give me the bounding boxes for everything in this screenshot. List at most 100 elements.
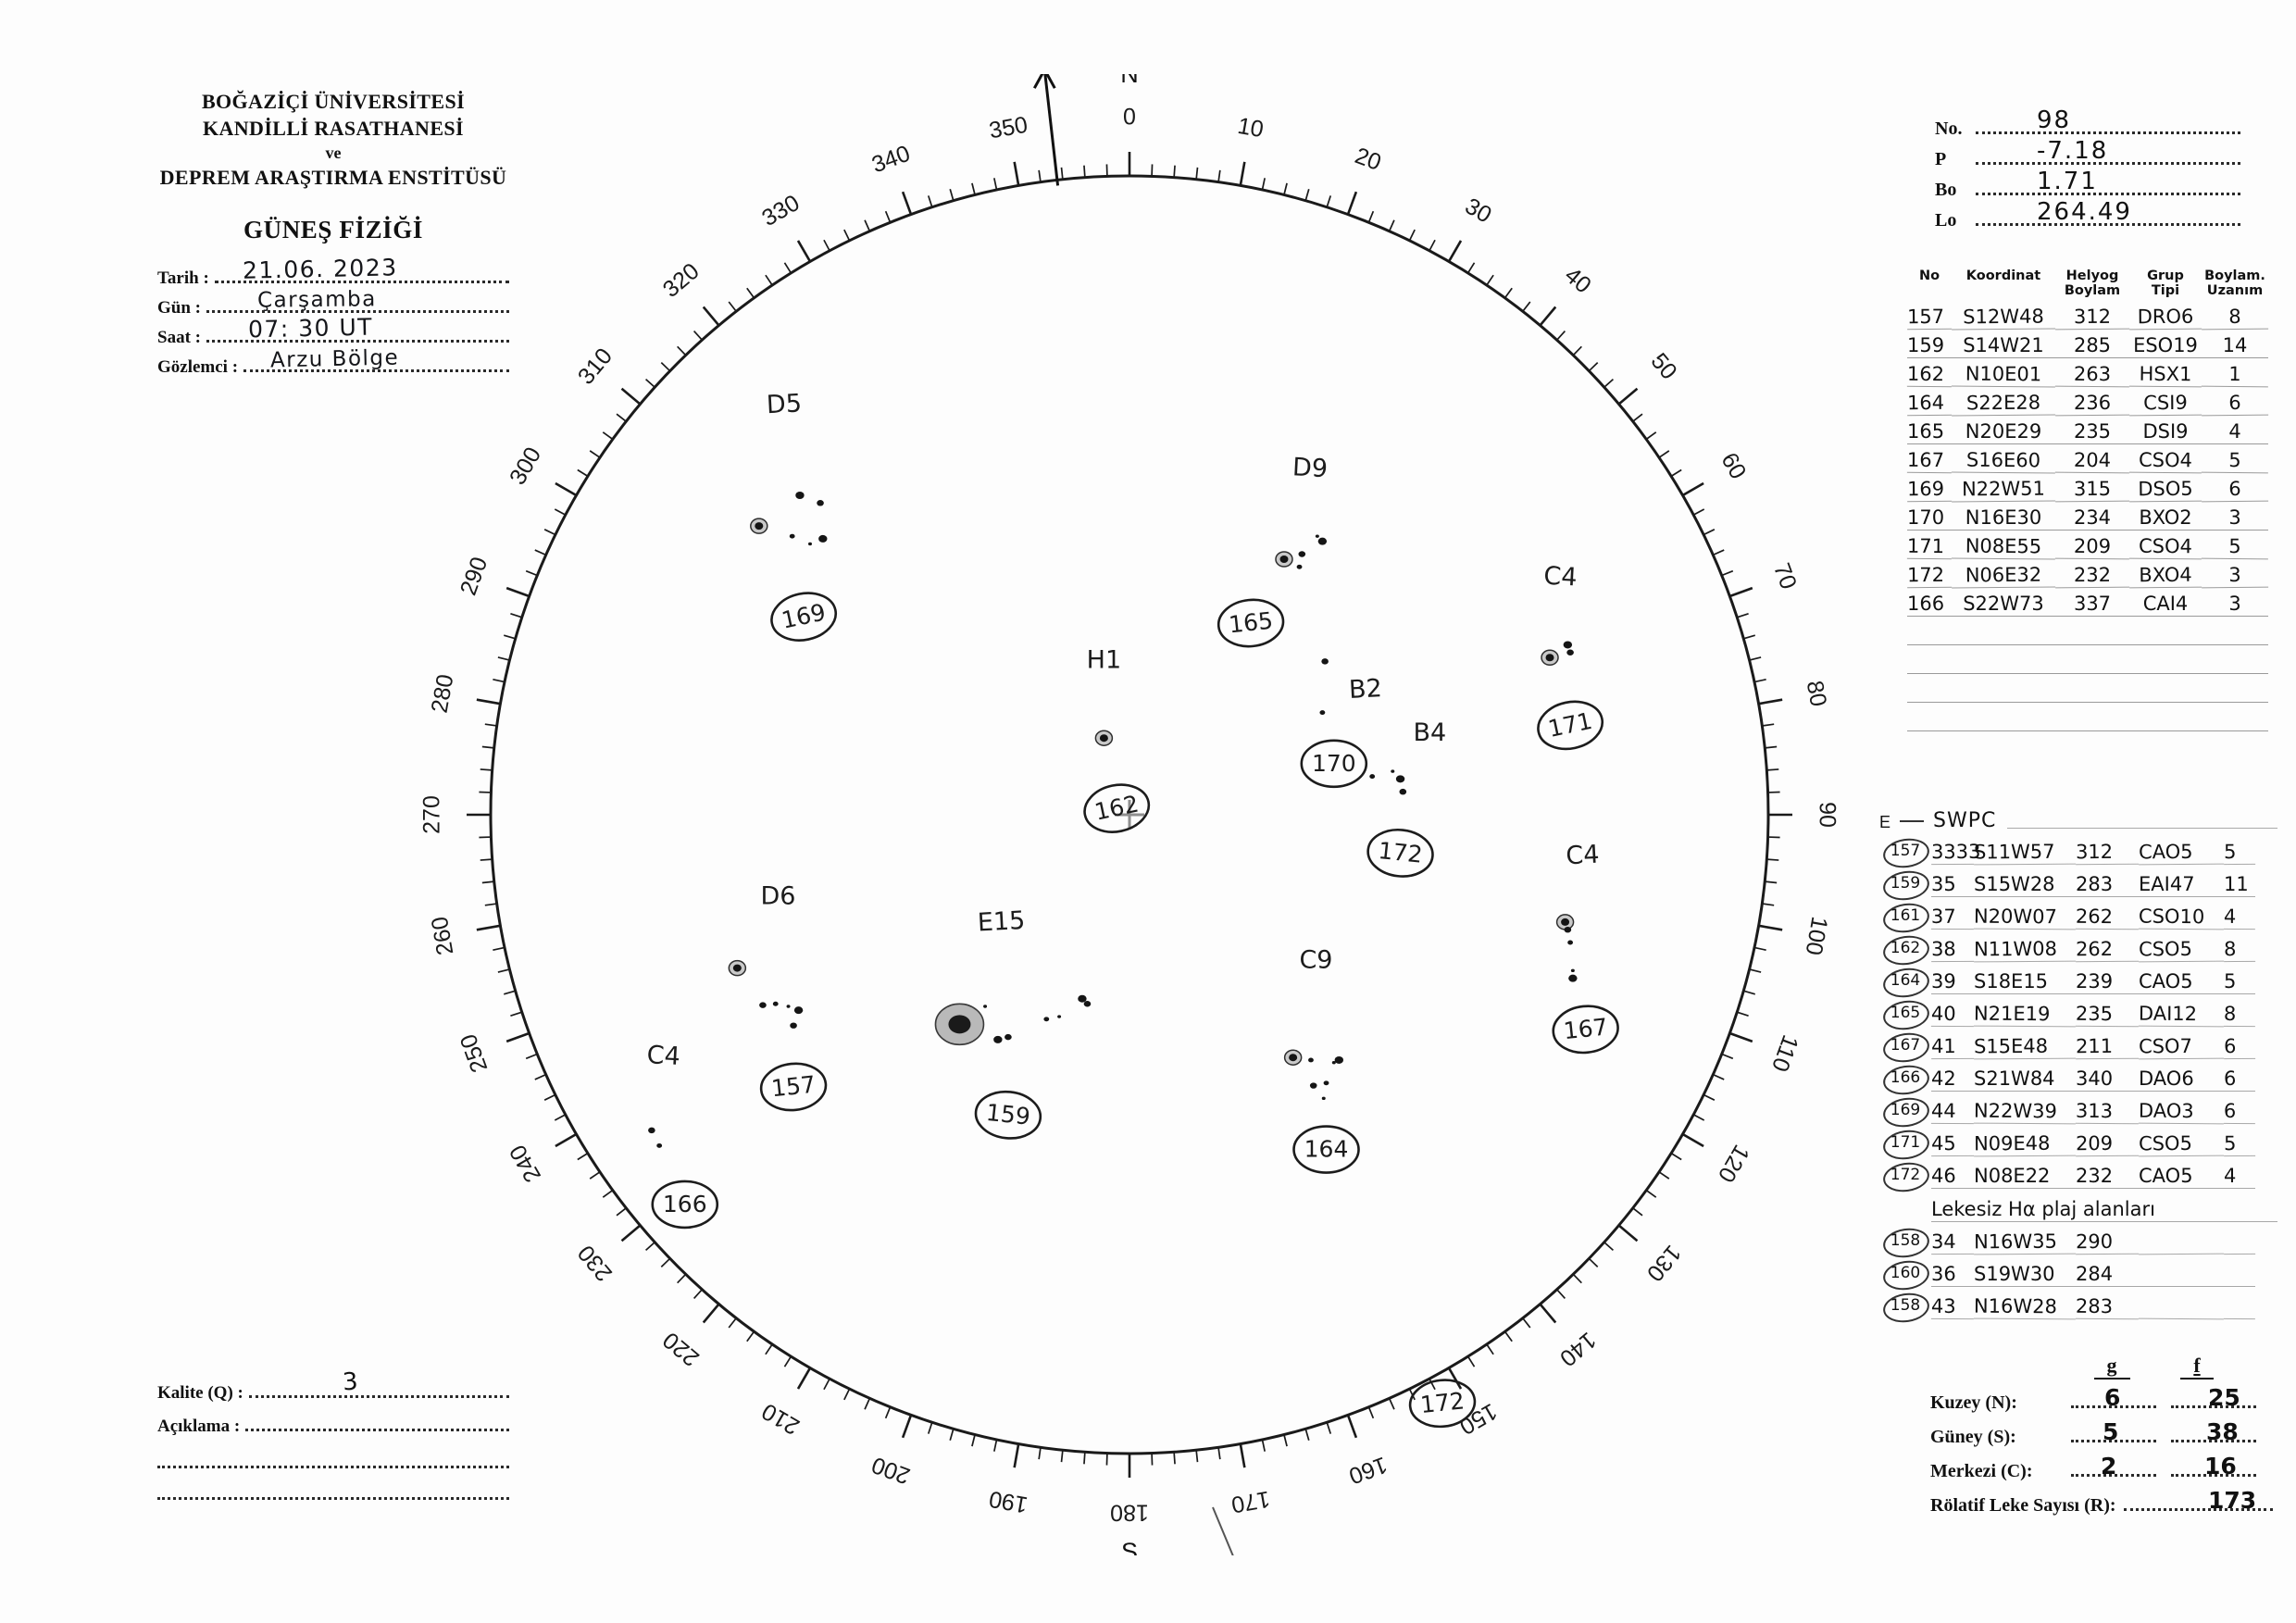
swpc-row[interactable]: 158 34 N16W35 290 [1879,1222,2277,1255]
swpc-group-badge[interactable]: 171 [1879,1129,1931,1156]
field-kalite[interactable]: Kalite (Q) : 3 [157,1367,509,1404]
swpc-group-badge[interactable]: 161 [1879,902,1931,930]
sunspot-group-id-badge[interactable]: 170 [1300,739,1368,789]
swpc-row[interactable]: 166 42 S21W84 340 DAO6 6 [1879,1059,2277,1092]
table-row[interactable]: 171 N08E55 209 CSO4 5 [1906,531,2273,560]
table-row[interactable]: 172 N06E32 232 BXO4 3 [1906,559,2273,589]
limb-group-badge[interactable]: 172 [1408,1377,1478,1429]
sunspot-group[interactable]: C4 166 [646,1041,719,1230]
sunspot-group-id-badge[interactable]: 164 [1292,1125,1360,1174]
sunspot-group-id-badge[interactable]: 169 [767,587,841,645]
swpc-group-badge[interactable]: 158 [1879,1227,1931,1255]
swpc-cell-num: 38 [1930,932,1975,963]
sunspot-group-id-badge[interactable]: 162 [1080,779,1154,837]
table-row[interactable]: 164 S22E28 236 CSI9 6 [1906,387,2273,417]
field-aciklama[interactable]: Açıklama : [157,1404,509,1437]
sunspot-group-id-badge[interactable]: 157 [759,1060,829,1113]
swpc-group-badge[interactable]: 166 [1879,1064,1931,1092]
sunspot-group-type-label: B2 [1348,674,1382,705]
stats-row-north[interactable]: Kuzey (N): 6 25 [1930,1380,2273,1414]
degree-label: 350 [987,112,1029,144]
summary-row-p[interactable]: P -7.18 [1935,137,2240,170]
swpc-group-badge[interactable]: 169 [1879,1096,1931,1124]
summary-row-no[interactable]: No. 98 [1935,106,2240,140]
stats-row-south[interactable]: Güney (S): 5 38 [1930,1414,2273,1448]
swpc-group-badge[interactable]: 162 [1879,934,1931,962]
table-row-empty[interactable] [1907,674,2273,704]
summary-bo-rule [1976,192,2240,195]
swpc-group-badge[interactable]: 160 [1879,1259,1931,1287]
table-row[interactable]: 157 S12W48 312 DRO6 8 [1906,301,2273,331]
swpc-row[interactable]: 169 44 N22W39 313 DAO3 6 [1879,1092,2277,1125]
field-gun[interactable]: Gün : Çarşamba [157,287,509,318]
swpc-row[interactable]: 161 37 N20W07 262 CSO10 4 [1879,897,2277,930]
aciklama-blank-line-2[interactable] [157,1496,509,1500]
swpc-row[interactable]: 165 40 N21E19 235 DAI12 8 [1879,994,2277,1028]
swpc-cell-uzanim: 6 [2223,1094,2256,1125]
swpc-row[interactable]: 159 35 S15W28 283 EAI47 11 [1879,865,2277,897]
sunspot-group[interactable]: C4 167 [1551,841,1620,1056]
summary-row-lo[interactable]: Lo 264.49 [1935,198,2240,231]
sunspot-group[interactable]: D9 165 [1217,453,1329,649]
swpc-row[interactable]: 164 39 S18E15 239 CAO5 5 [1879,962,2277,994]
swpc-group-badge[interactable]: 165 [1879,999,1931,1027]
stats-col-f-label: f [2180,1354,2214,1380]
aciklama-blank-line-1[interactable] [157,1465,509,1468]
table-row[interactable]: 165 N20E29 235 DSI9 4 [1907,416,2273,445]
summary-p-label: P [1935,149,1947,169]
field-tarih[interactable]: Tarih : 21.06. 2023 [157,254,509,289]
swpc-row[interactable]: 162 38 N11W08 262 CSO5 8 [1879,930,2277,963]
field-gozlemci[interactable]: Gözlemci : Arzu Bölge [157,346,509,378]
field-tarih-rule [214,280,509,283]
degree-label: 300 [505,443,546,489]
summary-row-bo[interactable]: Bo 1.71 [1935,168,2240,201]
swpc-row[interactable]: 160 36 S19W30 284 [1879,1255,2277,1287]
field-saat[interactable]: Saat : 07: 30 UT [157,314,509,348]
sunspot-group-id-badge[interactable]: 165 [1217,596,1286,649]
table-row[interactable]: 167 S16E60 204 CSO4 5 [1906,444,2273,474]
swpc-cell-uzanim: 5 [2223,835,2256,866]
table-row[interactable]: 162 N10E01 263 HSX1 1 [1906,358,2273,388]
swpc-row[interactable]: 171 45 N09E48 209 CSO5 5 [1879,1124,2277,1157]
table-row[interactable]: 169 N22W51 315 DSO5 6 [1906,473,2273,503]
sunspot-group[interactable]: E15 159 [934,906,1092,1142]
swpc-cell-uzanim: 6 [2223,1030,2256,1060]
sunspot-group-id-badge[interactable]: 172 [1366,827,1435,880]
table-row[interactable]: 170 N16E30 234 BXO2 3 [1907,502,2273,531]
swpc-row[interactable]: 172 46 N08E22 232 CAO5 4 [1879,1156,2277,1189]
sunspot-group-id-badge[interactable]: 167 [1551,1003,1620,1055]
swpc-note-row: Lekesiz Hα plaj alanları [1879,1189,2277,1222]
sunspot-group[interactable]: H1 162 [1080,645,1154,838]
swpc-group-badge[interactable]: 158 [1879,1292,1931,1319]
swpc-cell-koordinat: N16W28 [1973,1290,2077,1320]
stats-row-relative[interactable]: Rölatif Leke Sayısı (R): 173 [1930,1482,2273,1517]
table-row-empty[interactable] [1907,645,2273,675]
degree-label: 240 [505,1141,546,1187]
sunspot-group[interactable]: C4 171 [1534,562,1607,755]
sunspot-group[interactable]: B4 172 [1366,718,1446,880]
swpc-row[interactable]: 158 43 N16W28 283 [1879,1287,2277,1320]
swpc-group-badge[interactable]: 167 [1879,1031,1931,1059]
sunspot-group-id-badge[interactable]: 159 [973,1089,1042,1142]
sunspot-group-id-text: 159 [985,1099,1031,1130]
swpc-group-badge[interactable]: 172 [1879,1161,1931,1189]
sunspot-group[interactable]: C9 164 [1283,946,1360,1174]
table-row-empty[interactable] [1907,703,2273,732]
sunspot-group-id-badge[interactable]: 166 [651,1180,719,1230]
sunspot-group-id-badge[interactable]: 171 [1534,696,1607,755]
table-row[interactable]: 159 S14W21 285 ESO19 14 [1907,330,2273,359]
swpc-group-badge[interactable]: 164 [1879,967,1931,994]
table-row-empty[interactable] [1907,617,2273,646]
swpc-group-badge[interactable]: 157 [1879,837,1931,865]
sunspot-group[interactable]: D6 157 [728,882,829,1114]
summary-bo-label: Bo [1935,180,1957,200]
table-row[interactable]: 166 S22W73 337 CAI4 3 [1907,588,2273,618]
swpc-row[interactable]: 167 41 S15E48 211 CSO7 6 [1879,1027,2277,1060]
sunspot-group[interactable]: D5 169 [750,389,841,645]
quality-section: Kalite (Q) : 3 Açıklama : [157,1367,509,1500]
degree-label: 260 [427,915,459,957]
swpc-group-badge[interactable]: 159 [1879,869,1931,897]
swpc-row[interactable]: 157 3333 S11W57 312 CAO5 5 [1879,832,2277,866]
sunspot-group[interactable]: B2 170 [1300,658,1383,789]
stats-row-center[interactable]: Merkezi (C): 2 16 [1930,1448,2273,1482]
